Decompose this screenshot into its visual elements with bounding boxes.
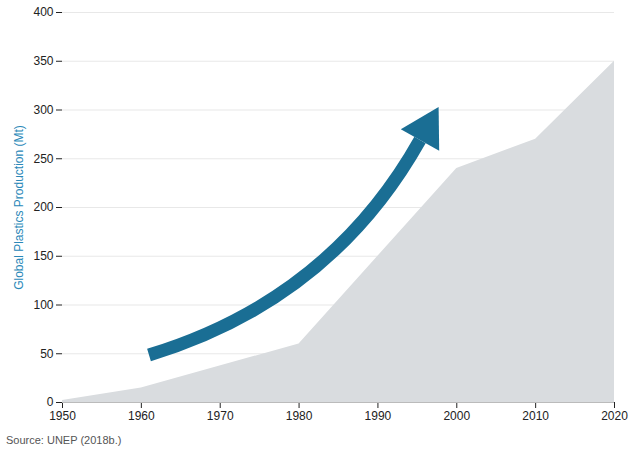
html-text:Source: UNEP (2018b.): Source: UNEP (2018b.) [6, 434, 122, 446]
svg-text:200: 200 [33, 200, 53, 214]
svg-text:400: 400 [33, 5, 53, 19]
svg-text:0: 0 [47, 395, 54, 409]
svg-text:Global Plastics Production (Mt: Global Plastics Production (Mt) [12, 125, 26, 290]
svg-text:350: 350 [33, 54, 53, 68]
svg-text:300: 300 [33, 103, 53, 117]
svg-text:2010: 2010 [522, 409, 549, 423]
svg-text:2000: 2000 [443, 409, 470, 423]
svg-text:100: 100 [33, 298, 53, 312]
svg-text:1970: 1970 [207, 409, 234, 423]
svg-text:1990: 1990 [365, 409, 392, 423]
svg-text:150: 150 [33, 249, 53, 263]
svg-text:250: 250 [33, 152, 53, 166]
svg-text:50: 50 [40, 347, 54, 361]
svg-text:1980: 1980 [286, 409, 313, 423]
svg-text:1960: 1960 [128, 409, 155, 423]
svg-text:1950: 1950 [49, 409, 76, 423]
svg-text:2020: 2020 [601, 409, 628, 423]
